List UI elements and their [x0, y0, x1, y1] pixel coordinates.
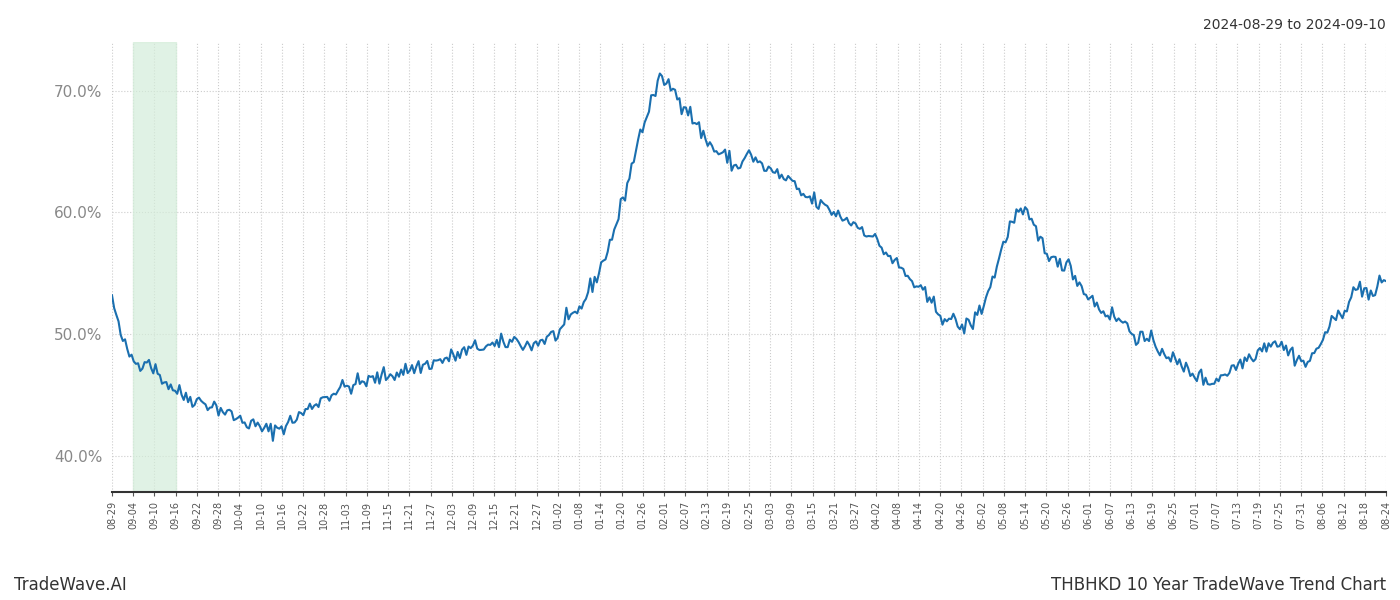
- Text: TradeWave.AI: TradeWave.AI: [14, 576, 127, 594]
- Text: 2024-08-29 to 2024-09-10: 2024-08-29 to 2024-09-10: [1203, 18, 1386, 32]
- Text: THBHKD 10 Year TradeWave Trend Chart: THBHKD 10 Year TradeWave Trend Chart: [1051, 576, 1386, 594]
- Bar: [133, 42, 176, 492]
